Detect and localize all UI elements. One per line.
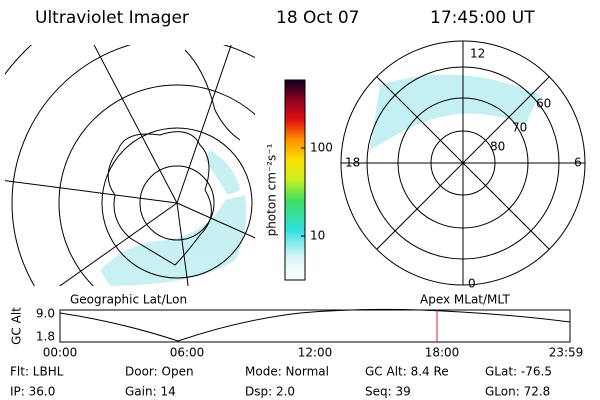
aurora: [370, 74, 540, 150]
panel-label: Geographic Lat/Lon: [70, 293, 187, 307]
info-field: Dsp: 2.0: [245, 385, 295, 399]
y-label: 1.8: [36, 330, 55, 344]
info-field: Flt: LBHL: [10, 365, 64, 379]
geo-map: [5, 45, 255, 286]
info-field: Mode: Normal: [245, 365, 329, 379]
time: 17:45:00 UT: [430, 8, 535, 28]
mlt-label: 12: [470, 47, 485, 61]
lat-label: 60: [536, 97, 551, 111]
panel-label: Apex MLat/MLT: [420, 293, 510, 307]
x-label: 12:00: [298, 346, 333, 360]
mlt-label: 18: [345, 156, 360, 170]
info-field: GLat: -76.5: [485, 365, 552, 379]
colorbar-label: photon cm⁻²s⁻¹: [265, 143, 279, 236]
mlt-label: 0: [468, 277, 476, 291]
date: 18 Oct 07: [276, 8, 359, 28]
altitude-plot: GC Alt 9.0 1.8 00:00 06:00 12:00 18:00 2…: [10, 307, 584, 360]
mlt-label: 6: [574, 156, 582, 170]
title: Ultraviolet Imager: [35, 8, 189, 28]
lat-label: 70: [512, 121, 527, 135]
info-field: Door: Open: [125, 365, 194, 379]
info-field: IP: 36.0: [10, 385, 55, 399]
info-field: Seq: 39: [365, 385, 411, 399]
info: Flt: LBHL Door: Open Mode: Normal GC Alt: 8…: [10, 365, 552, 399]
x-label: 23:59: [549, 346, 584, 360]
polar-plot: 12 6 0 18 60 70 80: [340, 40, 586, 291]
lat-label: 80: [490, 140, 505, 154]
x-label: 06:00: [170, 346, 205, 360]
axis-label: GC Alt: [10, 307, 24, 345]
y-label: 9.0: [36, 307, 55, 321]
x-label: 18:00: [425, 346, 460, 360]
x-label: 00:00: [43, 346, 78, 360]
info-field: GC Alt: 8.4 Re: [365, 365, 449, 379]
info-field: Gain: 14: [125, 385, 176, 399]
info-field: GLon: 72.8: [485, 385, 550, 399]
colorbar-tick-label: 10: [310, 229, 325, 243]
colorbar: [284, 79, 306, 281]
aurora: [100, 150, 247, 286]
colorbar-tick-label: 100: [310, 141, 333, 155]
